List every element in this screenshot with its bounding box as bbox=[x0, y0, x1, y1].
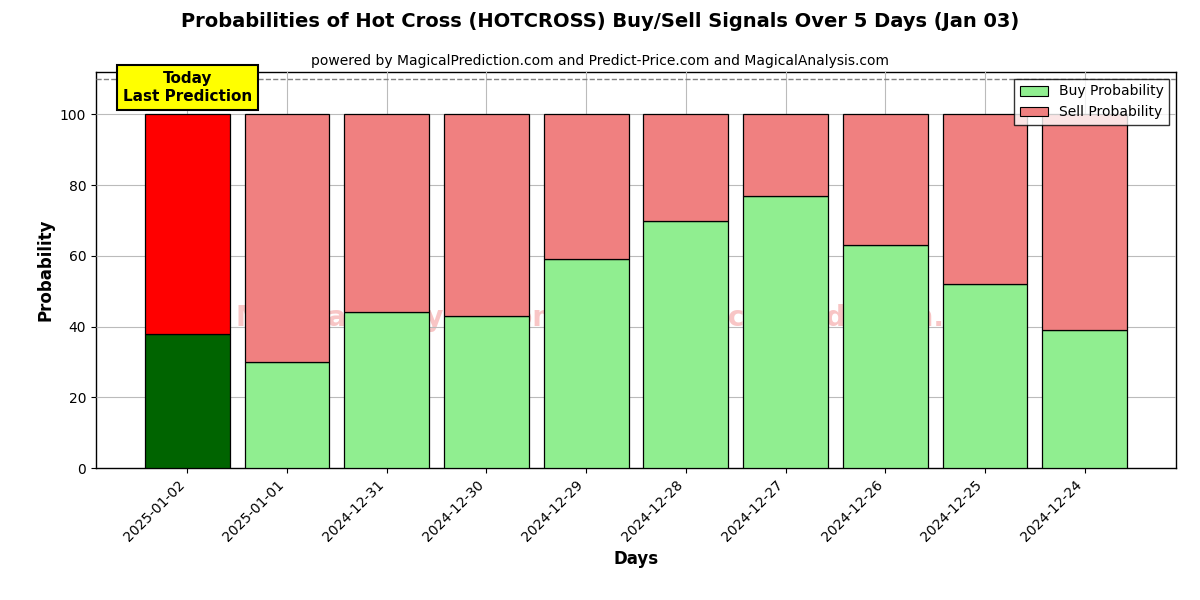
Bar bbox=[743, 115, 828, 196]
Bar bbox=[444, 115, 529, 316]
Y-axis label: Probability: Probability bbox=[36, 219, 54, 321]
X-axis label: Days: Days bbox=[613, 550, 659, 568]
Text: MagicalPrediction.com: MagicalPrediction.com bbox=[652, 304, 1009, 332]
Text: Today
Last Prediction: Today Last Prediction bbox=[122, 71, 252, 104]
Bar bbox=[344, 313, 430, 468]
Bar bbox=[743, 196, 828, 468]
Bar bbox=[842, 245, 928, 468]
Legend: Buy Probability, Sell Probability: Buy Probability, Sell Probability bbox=[1014, 79, 1169, 125]
Text: powered by MagicalPrediction.com and Predict-Price.com and MagicalAnalysis.com: powered by MagicalPrediction.com and Pre… bbox=[311, 54, 889, 68]
Bar bbox=[842, 115, 928, 245]
Bar bbox=[1042, 330, 1127, 468]
Bar bbox=[544, 115, 629, 259]
Bar bbox=[1042, 115, 1127, 330]
Bar bbox=[145, 115, 230, 334]
Bar bbox=[145, 334, 230, 468]
Text: Probabilities of Hot Cross (HOTCROSS) Buy/Sell Signals Over 5 Days (Jan 03): Probabilities of Hot Cross (HOTCROSS) Bu… bbox=[181, 12, 1019, 31]
Bar bbox=[643, 220, 728, 468]
Bar bbox=[245, 115, 330, 362]
Bar bbox=[942, 115, 1027, 284]
Bar bbox=[444, 316, 529, 468]
Bar bbox=[344, 115, 430, 313]
Bar bbox=[544, 259, 629, 468]
Bar bbox=[643, 115, 728, 220]
Bar bbox=[942, 284, 1027, 468]
Bar bbox=[245, 362, 330, 468]
Text: MagicalAnalysis.com: MagicalAnalysis.com bbox=[235, 304, 562, 332]
